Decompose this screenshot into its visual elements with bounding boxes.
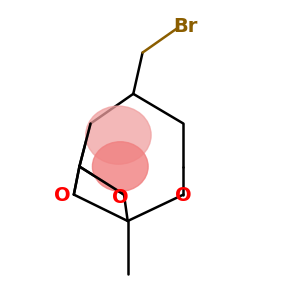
- Circle shape: [86, 106, 151, 164]
- Text: O: O: [54, 186, 71, 205]
- Text: O: O: [175, 186, 192, 205]
- Circle shape: [92, 142, 148, 191]
- Text: O: O: [112, 188, 129, 207]
- Text: Br: Br: [173, 17, 197, 36]
